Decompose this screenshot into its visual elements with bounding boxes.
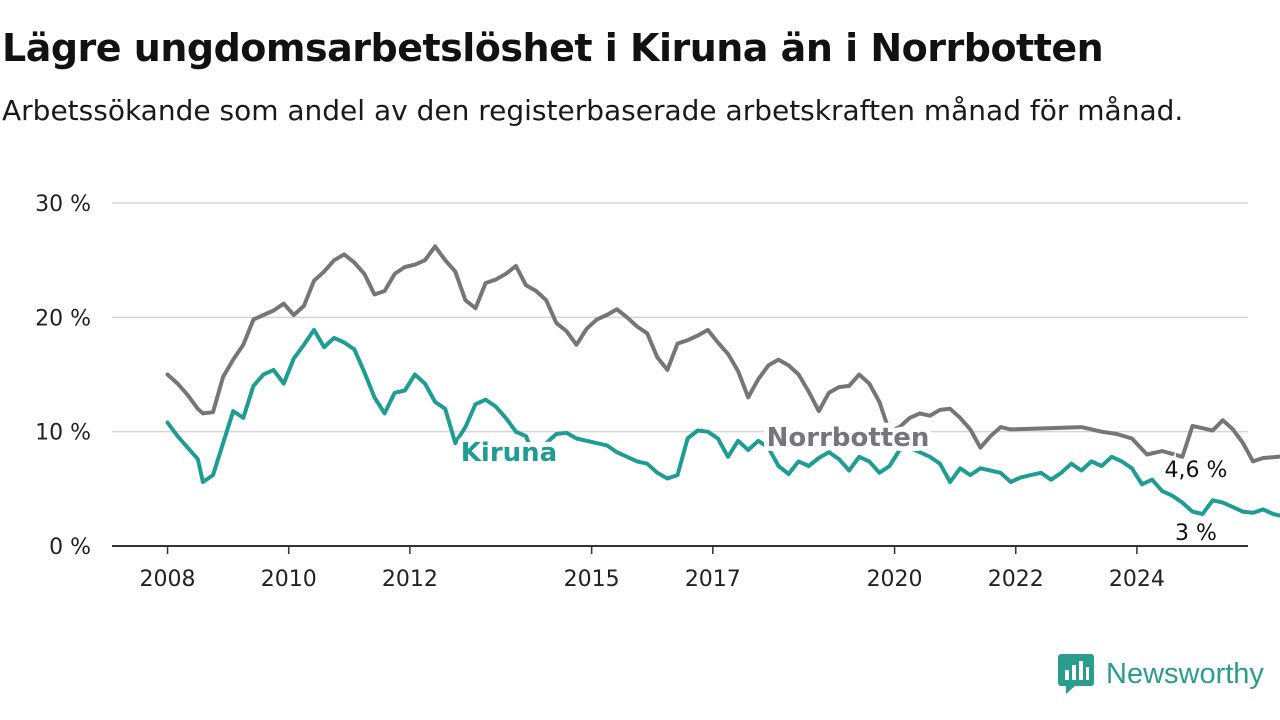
series-line-norrbotten — [165, 244, 1280, 464]
end-value-label-norrbotten: 4,6 % — [1165, 458, 1228, 483]
x-tick-label: 2015 — [564, 567, 620, 592]
newsworthy-logo-icon — [1058, 654, 1094, 694]
x-tick-label: 2020 — [867, 567, 923, 592]
end-value-label-kiruna: 3 % — [1175, 521, 1217, 546]
chart-subtitle: Arbetssökande som andel av den registerb… — [2, 94, 1184, 127]
y-tick-label: 20 % — [35, 306, 91, 331]
x-tick-label: 2022 — [988, 567, 1044, 592]
series-label-kiruna: Kiruna — [461, 438, 557, 468]
x-tick-label: 2024 — [1109, 567, 1165, 592]
series-line-kiruna — [165, 327, 1280, 518]
brand-logo: Newsworthy — [1058, 654, 1264, 694]
series-label-norrbotten: Norrbotten — [767, 423, 930, 453]
x-tick-label: 2017 — [685, 567, 741, 592]
x-tick-label: 2012 — [382, 567, 438, 592]
y-tick-label: 10 % — [35, 421, 91, 446]
x-tick-label: 2010 — [261, 567, 317, 592]
brand-name: Newsworthy — [1106, 657, 1264, 690]
y-tick-label: 30 % — [35, 192, 91, 217]
chart-title: Lägre ungdomsarbetslöshet i Kiruna än i … — [2, 26, 1104, 70]
y-tick-label: 0 % — [49, 535, 91, 560]
x-tick-label: 2008 — [140, 567, 196, 592]
